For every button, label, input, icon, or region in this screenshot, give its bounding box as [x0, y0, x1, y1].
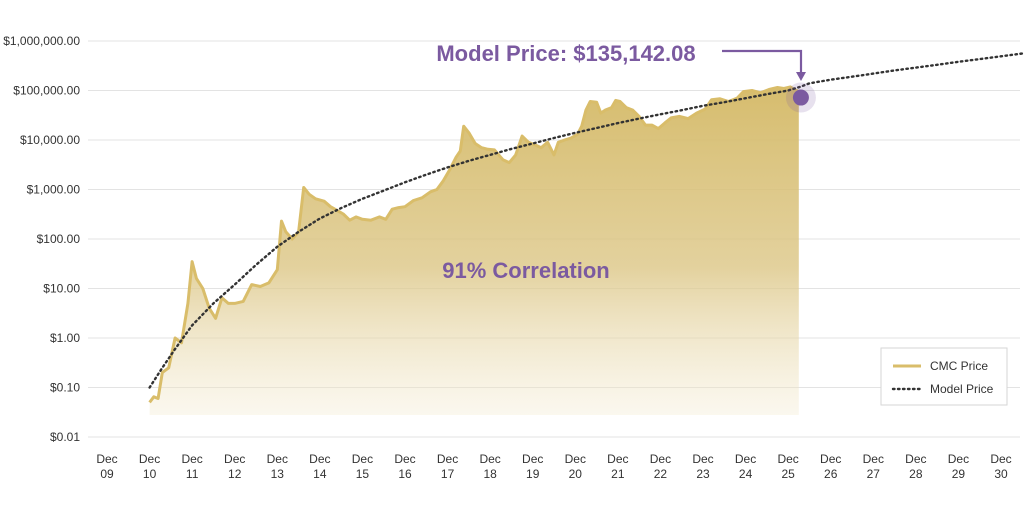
x-tick-label: Dec [394, 452, 415, 466]
x-tick-label: 30 [994, 467, 1008, 481]
x-tick-label: Dec [905, 452, 926, 466]
x-tick-label: Dec [522, 452, 543, 466]
x-tick-label: 11 [186, 467, 199, 481]
x-tick-label: Dec [948, 452, 969, 466]
x-tick-label: 13 [271, 467, 285, 481]
y-tick-label: $10,000.00 [20, 133, 80, 147]
correlation-annotation: 91% Correlation [442, 258, 610, 283]
model-price-arrowhead [796, 72, 806, 81]
legend-label-cmc-price: CMC Price [930, 359, 988, 373]
x-tick-label: 17 [441, 467, 455, 481]
x-tick-label: Dec [181, 452, 202, 466]
model-price-arrow [722, 49, 803, 74]
y-tick-label: $10.00 [43, 282, 80, 296]
legend-box [880, 347, 1008, 406]
x-tick-label: 12 [228, 467, 242, 481]
x-tick-label: Dec [607, 452, 628, 466]
x-tick-label: 27 [867, 467, 881, 481]
x-tick-label: 14 [313, 467, 327, 481]
x-tick-label: 26 [824, 467, 838, 481]
current-price-dot [792, 89, 809, 106]
x-tick-label: 23 [696, 467, 710, 481]
x-tick-label: 28 [909, 467, 923, 481]
x-tick-label: 15 [356, 467, 370, 481]
x-tick-label: 25 [781, 467, 795, 481]
model-price-annotation: Model Price: $135,142.08 [436, 41, 695, 66]
current-price-marker [785, 82, 816, 113]
y-tick-label: $100,000.00 [13, 84, 80, 98]
x-tick-label: 21 [611, 467, 625, 481]
x-tick-label: 09 [100, 467, 114, 481]
x-axis-tick-labels: Dec09Dec10Dec11Dec12Dec13Dec14Dec15Dec16… [96, 452, 1011, 481]
y-tick-label: $0.01 [50, 430, 80, 444]
y-tick-label: $1,000.00 [27, 183, 81, 197]
y-tick-label: $0.10 [50, 381, 80, 395]
y-tick-label: $1,000,000.00 [3, 34, 80, 48]
y-axis-tick-labels: $1,000,000.00 $100,000.00 $10,000.00 $1,000… [3, 34, 80, 444]
x-tick-label: Dec [224, 452, 245, 466]
x-tick-label: Dec [990, 452, 1011, 466]
x-tick-label: Dec [96, 452, 117, 466]
annotations: Model Price: $135,142.08 91% Correlation [436, 41, 806, 283]
x-tick-label: Dec [735, 452, 756, 466]
x-tick-label: Dec [352, 452, 373, 466]
x-tick-label: 19 [526, 467, 540, 481]
x-tick-label: 22 [654, 467, 668, 481]
x-tick-label: Dec [309, 452, 330, 466]
x-tick-label: 29 [952, 467, 966, 481]
legend-label-model-price: Model Price [930, 382, 994, 396]
x-tick-label: 20 [569, 467, 583, 481]
x-tick-label: Dec [692, 452, 713, 466]
x-tick-label: Dec [437, 452, 458, 466]
model-price-line [148, 52, 1024, 389]
x-tick-label: 10 [143, 467, 157, 481]
cmc-price-area [149, 86, 799, 416]
y-tick-label: $100.00 [37, 232, 81, 246]
x-tick-label: 18 [483, 467, 497, 481]
legend: CMC Price Model Price [880, 347, 1008, 406]
x-tick-label: Dec [565, 452, 586, 466]
x-tick-label: Dec [863, 452, 884, 466]
x-tick-label: Dec [267, 452, 288, 466]
x-tick-label: Dec [777, 452, 798, 466]
x-tick-label: Dec [139, 452, 160, 466]
x-tick-label: Dec [820, 452, 841, 466]
x-tick-label: 24 [739, 467, 753, 481]
y-tick-label: $1.00 [50, 331, 80, 345]
x-tick-label: 16 [398, 467, 412, 481]
x-tick-label: Dec [650, 452, 671, 466]
x-tick-label: Dec [479, 452, 500, 466]
cmc-price-line [148, 85, 800, 404]
